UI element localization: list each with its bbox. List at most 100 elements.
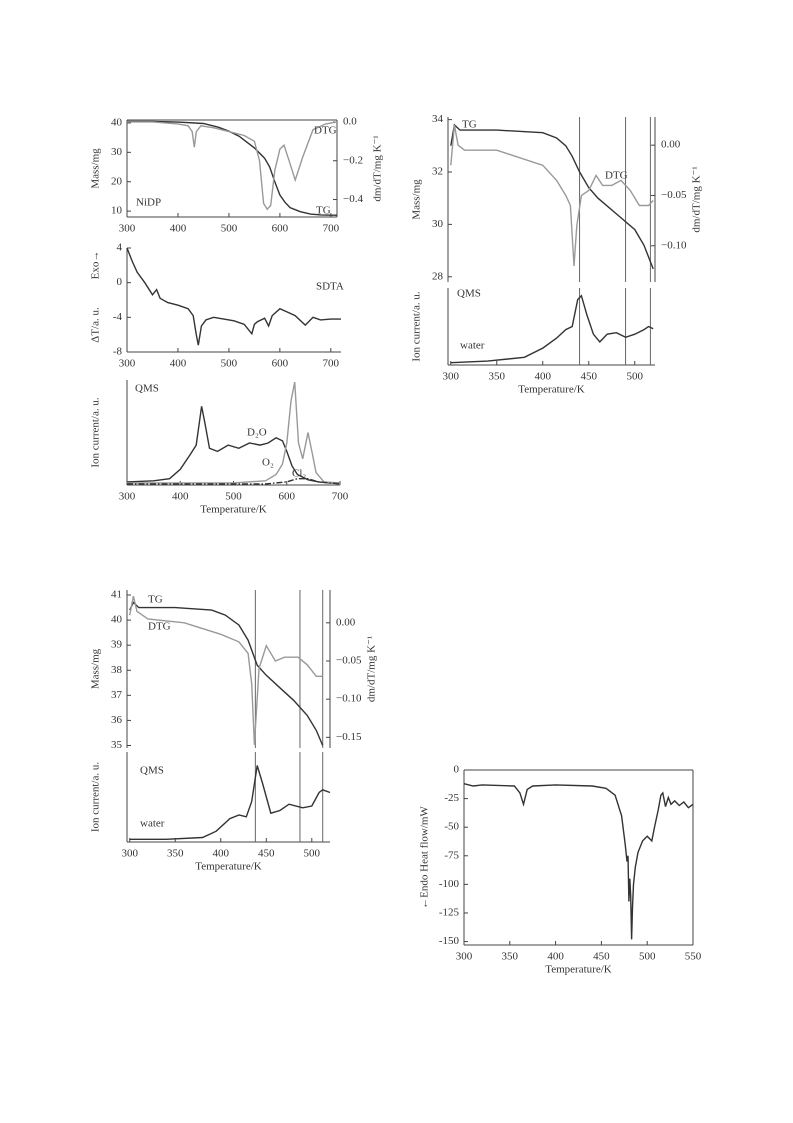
y2-tick-label: −0.2	[343, 154, 363, 166]
series-line	[129, 601, 324, 746]
y-tick-label: 28	[432, 270, 444, 282]
series-label: DTG	[605, 170, 628, 182]
series-label: TG	[316, 205, 331, 217]
y-tick-label: -100	[439, 878, 460, 890]
y-tick-label: -150	[439, 935, 460, 947]
annotation: NiDP	[136, 197, 161, 209]
y-tick-label: 10	[111, 205, 123, 217]
y-tick-label: 39	[111, 639, 123, 651]
series-line	[127, 120, 337, 216]
x-tick-label: 300	[456, 951, 473, 963]
x-tick-label: 350	[502, 951, 519, 963]
y-tick-label: 0	[117, 276, 123, 288]
y-axis-label: Ion current/a. u.	[90, 762, 102, 832]
x-tick-label: 500	[221, 223, 238, 235]
y2-tick-label: −0.4	[343, 193, 363, 205]
series-line	[127, 121, 338, 211]
x-tick-label: 400	[547, 951, 564, 963]
series-label: TG	[462, 119, 477, 131]
y-axis-label: Ion current/a. u.	[90, 397, 102, 467]
x-tick-label: 600	[272, 223, 289, 235]
x-tick-label: 350	[489, 371, 506, 383]
y-axis-label: ←Endo Heat flow/mW	[419, 806, 431, 909]
series-label: water	[140, 818, 165, 830]
y2-tick-label: 0.0	[343, 115, 357, 127]
series-label: SDTA	[316, 281, 344, 293]
y-tick-label: 36	[111, 714, 123, 726]
x-tick-label: 450	[593, 951, 610, 963]
annotation: Exo→	[90, 251, 102, 280]
series-label: DTG	[148, 621, 171, 633]
y-tick-label: -125	[439, 907, 460, 919]
x-tick-label: 300	[119, 491, 136, 503]
y-tick-label: 32	[432, 166, 443, 178]
series-line	[127, 478, 341, 485]
y-axis-label: Ion current/a. u.	[411, 291, 423, 361]
x-tick-label: 450	[258, 848, 275, 860]
x-tick-label: 600	[279, 491, 296, 503]
series-line	[129, 765, 331, 840]
x-tick-label: 300	[121, 848, 138, 860]
y-tick-label: 41	[111, 589, 122, 601]
series-line	[463, 783, 694, 940]
y-tick-label: 40	[111, 116, 123, 128]
y-tick-label: -4	[113, 311, 123, 323]
x-axis-label: Temperature/K	[545, 964, 611, 976]
x-tick-label: 400	[170, 223, 187, 235]
x-tick-label: 700	[323, 223, 340, 235]
y-tick-label: 4	[117, 242, 123, 254]
y2-tick-label: 0.00	[661, 139, 681, 151]
y-tick-label: -75	[444, 849, 459, 861]
series-label: Cl₂	[292, 468, 306, 480]
y-axis-label: ΔT/a. u.	[90, 307, 102, 343]
x-tick-label: 500	[225, 491, 242, 503]
x-axis-label: Temperature/K	[200, 504, 266, 516]
series-line	[450, 124, 654, 266]
x-tick-label: 700	[323, 358, 340, 370]
series-label: TG	[148, 594, 163, 606]
series-label: water	[460, 340, 485, 352]
annotation: QMS	[457, 288, 481, 300]
series-label: DTG	[314, 125, 337, 137]
y-tick-label: 40	[111, 614, 123, 626]
y-tick-label: -8	[113, 346, 123, 358]
x-tick-label: 700	[332, 491, 349, 503]
y2-tick-label: −0.05	[661, 189, 687, 201]
x-axis-label: Temperature/K	[195, 861, 261, 873]
y2-tick-label: −0.15	[336, 731, 362, 743]
series-label: D₂O	[247, 427, 267, 439]
x-axis-label: Temperature/K	[518, 384, 584, 396]
series-label: O₂	[262, 457, 274, 469]
y-tick-label: -25	[444, 792, 459, 804]
x-tick-label: 550	[685, 951, 702, 963]
annotation: QMS	[135, 383, 159, 395]
y-axis-label: Mass/mg	[90, 648, 102, 689]
series-line	[126, 247, 341, 346]
annotation: QMS	[140, 765, 164, 777]
y-tick-label: 0	[454, 764, 460, 776]
y-tick-label: 38	[111, 664, 123, 676]
y-tick-label: -50	[444, 821, 459, 833]
x-tick-label: 500	[627, 371, 644, 383]
x-tick-label: 300	[119, 223, 136, 235]
series-line	[126, 406, 340, 484]
x-tick-label: 500	[221, 358, 238, 370]
y-tick-label: 30	[432, 218, 444, 230]
y-axis-label: Mass/mg	[411, 179, 423, 220]
y-axis-label: Mass/mg	[90, 148, 102, 189]
y2-tick-label: 0.00	[336, 616, 356, 628]
x-tick-label: 450	[581, 371, 598, 383]
x-tick-label: 500	[304, 848, 321, 860]
y2-axis-label: dm/dT/mg K⁻¹	[366, 636, 378, 702]
y-tick-label: 35	[111, 739, 123, 751]
series-line	[450, 294, 654, 364]
y-tick-label: 30	[111, 146, 123, 158]
series-line	[127, 381, 341, 484]
y2-tick-label: −0.10	[661, 239, 687, 251]
x-tick-label: 400	[213, 848, 230, 860]
x-tick-label: 400	[170, 358, 187, 370]
x-tick-label: 300	[443, 371, 460, 383]
x-tick-label: 350	[167, 848, 184, 860]
y-tick-label: 37	[111, 689, 123, 701]
